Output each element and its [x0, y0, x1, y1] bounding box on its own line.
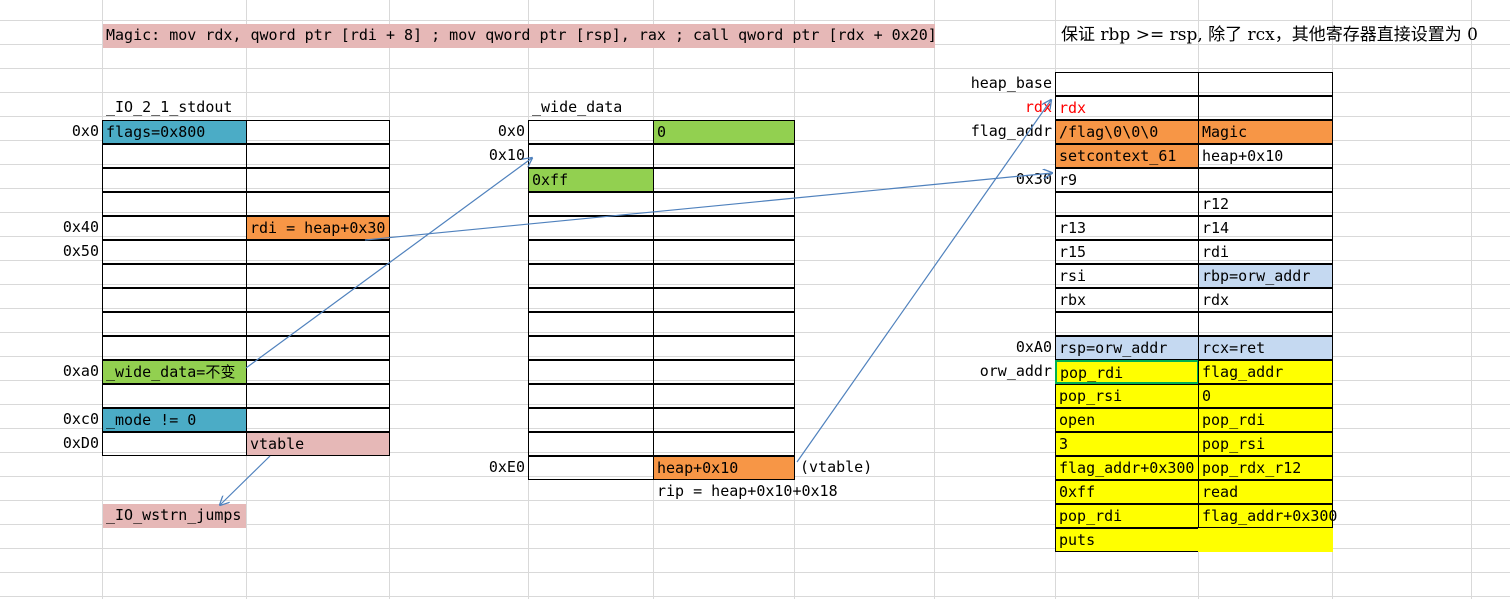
heap-cell[interactable] [1198, 72, 1333, 96]
wide-cell[interactable] [653, 288, 795, 312]
wide-cell[interactable] [653, 216, 795, 240]
heap-cell[interactable]: rbp=orw_addr [1198, 264, 1333, 288]
stdout-cell[interactable] [246, 408, 390, 432]
wide-vtable-heap-cell[interactable]: heap+0x10 [653, 456, 795, 480]
stdout-cell[interactable] [246, 360, 390, 384]
heap-cell[interactable]: rdi [1198, 240, 1333, 264]
heap-cell[interactable]: 3 [1055, 432, 1199, 456]
heap-cell[interactable]: heap+0x10 [1198, 144, 1333, 168]
heap-cell[interactable] [1198, 96, 1333, 120]
heap-cell[interactable]: rdx [1198, 288, 1333, 312]
wide-data-pointer-cell[interactable]: _wide_data=不变 [102, 360, 247, 384]
wide-0xff-cell[interactable]: 0xff [528, 168, 654, 192]
stdout-offset-0x40: 0x40 [62, 218, 99, 236]
heap-cell[interactable]: read [1198, 480, 1333, 504]
rdi-cell[interactable]: rdi = heap+0x30 [246, 216, 390, 240]
heap-cell[interactable]: puts [1055, 528, 1199, 552]
stdout-cell[interactable] [246, 240, 390, 264]
arrow-heap-to-rdx [796, 100, 1051, 463]
wide-cell[interactable] [653, 312, 795, 336]
wide-data-title: _wide_data [532, 98, 623, 116]
stdout-cell[interactable] [246, 312, 390, 336]
heap-cell[interactable]: pop_rdi [1055, 504, 1199, 528]
mode-cell[interactable]: _mode != 0 [102, 408, 247, 432]
stdout-offset-0x50: 0x50 [62, 242, 99, 260]
heap-base-label: heap_base [970, 74, 1052, 92]
heap-cell[interactable]: pop_rdi [1198, 408, 1333, 432]
stdout-cell[interactable] [246, 168, 390, 192]
register-note[interactable]: 保证 rbp >= rsp, 除了 rcx，其他寄存器直接设置为 0 [1061, 25, 1478, 45]
arrow-wide-data-pointer [245, 158, 532, 369]
heap-cell[interactable] [1198, 168, 1333, 192]
heap-cell[interactable]: pop_rdi [1055, 360, 1199, 384]
stdout-cell[interactable] [246, 288, 390, 312]
wide-cell[interactable] [653, 384, 795, 408]
heap-cell[interactable]: setcontext_61 [1055, 144, 1199, 168]
vtable-note: (vtable) [800, 458, 873, 476]
flags-cell[interactable]: flags=0x800 [102, 120, 247, 144]
heap-cell[interactable]: pop_rdx_r12 [1198, 456, 1333, 480]
wide-cell[interactable] [653, 192, 795, 216]
arrow-rdi-to-heap [364, 173, 1052, 241]
wide-cell[interactable] [653, 432, 795, 456]
heap-cell[interactable]: open [1055, 408, 1199, 432]
wide-cell[interactable] [653, 360, 795, 384]
stdout-cell[interactable] [246, 384, 390, 408]
heap-cell[interactable] [1198, 528, 1333, 552]
vtable-cell[interactable]: vtable [246, 432, 390, 456]
heap-cell[interactable]: r12 [1198, 192, 1333, 216]
wide-offset-0x10: 0x10 [488, 146, 525, 164]
orw-addr-label: orw_addr [979, 362, 1052, 380]
heap-cell[interactable]: rcx=ret [1198, 336, 1333, 360]
stdout-cell[interactable] [246, 264, 390, 288]
wide-cell[interactable] [653, 336, 795, 360]
heap-cell[interactable]: r14 [1198, 216, 1333, 240]
heap-cell[interactable]: Magic [1198, 120, 1333, 144]
wide-cell[interactable] [653, 240, 795, 264]
heap-cell[interactable]: flag_addr+0x300 [1055, 456, 1199, 480]
stdout-cell[interactable] [246, 144, 390, 168]
stdout-offset-0xc0: 0xc0 [62, 410, 99, 428]
wide-cell[interactable] [653, 144, 795, 168]
wide-cell[interactable] [653, 168, 795, 192]
stdout-cell[interactable] [246, 192, 390, 216]
stdout-cell[interactable] [246, 336, 390, 360]
wide-cell[interactable] [653, 264, 795, 288]
heap-cell[interactable]: flag_addr+0x300 [1198, 504, 1337, 528]
heap-cell[interactable]: 0xff [1055, 480, 1199, 504]
heap-offset-0xa0: 0xA0 [1015, 338, 1052, 356]
heap-cell[interactable]: pop_rsi [1198, 432, 1333, 456]
heap-cell[interactable] [1198, 312, 1333, 336]
heap-cell[interactable]: /flag\0\0\0 [1055, 120, 1199, 144]
arrow-vtable-to-jumps [220, 455, 271, 505]
wide-cell[interactable] [653, 408, 795, 432]
stdout-offset-0xa0: 0xa0 [62, 362, 99, 380]
rip-note: rip = heap+0x10+0x18 [657, 482, 838, 500]
wide-offset-0x0: 0x0 [497, 122, 525, 140]
stdout-offset-0xd0: 0xD0 [62, 434, 99, 452]
wide-offset-0xe0: 0xE0 [488, 458, 525, 476]
stdout-offset-0x0: 0x0 [71, 122, 99, 140]
heap-cell[interactable]: pop_rsi [1055, 384, 1199, 408]
heap-cell[interactable]: flag_addr [1198, 360, 1333, 384]
magic-gadget-note[interactable]: Magic: mov rdx, qword ptr [rdi + 8] ; mo… [103, 24, 937, 48]
heap-cell[interactable]: 0 [1198, 384, 1333, 408]
wide-zero-cell[interactable]: 0 [653, 120, 795, 144]
stdout-title: _IO_2_1_stdout [106, 98, 233, 116]
stdout-cell[interactable] [246, 120, 390, 144]
io-wstrn-jumps-cell[interactable]: _IO_wstrn_jumps [103, 504, 246, 528]
